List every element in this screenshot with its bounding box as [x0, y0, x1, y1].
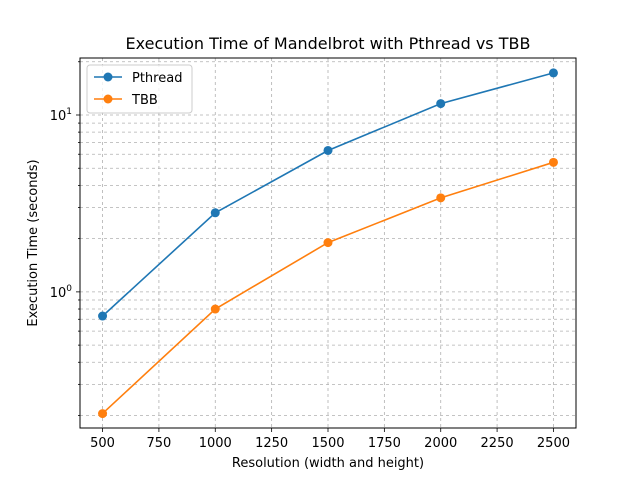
data-point	[436, 99, 446, 109]
y-tick-label: 101	[50, 107, 72, 124]
legend-label: TBB	[131, 93, 158, 108]
x-tick-label: 2000	[424, 436, 457, 451]
x-tick-label: 1750	[368, 436, 401, 451]
x-axis-label: Resolution (width and height)	[232, 456, 424, 471]
data-point	[98, 311, 108, 321]
data-point	[323, 238, 333, 248]
x-tick-label: 500	[90, 436, 115, 451]
data-point	[98, 409, 108, 419]
y-axis-label: Execution Time (seconds)	[26, 159, 41, 326]
legend-items: Pthread TBB	[94, 71, 182, 108]
legend-swatch-marker	[103, 94, 113, 104]
data-point	[210, 304, 220, 314]
x-tick-label: 750	[146, 436, 171, 451]
data-point	[436, 193, 446, 203]
x-tick-label: 1500	[311, 436, 344, 451]
y-tick-label: 100	[50, 284, 73, 301]
legend: Pthread TBB	[86, 64, 193, 114]
grid-lines	[80, 58, 576, 428]
x-tick-label: 1000	[199, 436, 232, 451]
data-point	[548, 68, 558, 78]
x-tick-label: 2250	[481, 436, 514, 451]
series-layer	[98, 68, 558, 419]
x-tick-label: 2500	[537, 436, 570, 451]
legend-label: Pthread	[132, 71, 182, 86]
legend-item-pthread: Pthread	[94, 71, 182, 86]
series-tbb	[98, 157, 558, 419]
x-axis-ticks: 500 750 1000 1250 1500 1750 2000 2250 2500	[90, 428, 570, 451]
x-tick-label: 1250	[255, 436, 288, 451]
y-axis-ticks: 100 101	[50, 61, 80, 416]
legend-swatch-marker	[103, 72, 113, 82]
data-point	[210, 208, 220, 218]
series-pthread	[98, 68, 558, 321]
data-point	[548, 157, 558, 167]
data-point	[323, 145, 333, 155]
chart-title: Execution Time of Mandelbrot with Pthrea…	[126, 34, 531, 53]
legend-item-tbb: TBB	[94, 93, 158, 108]
